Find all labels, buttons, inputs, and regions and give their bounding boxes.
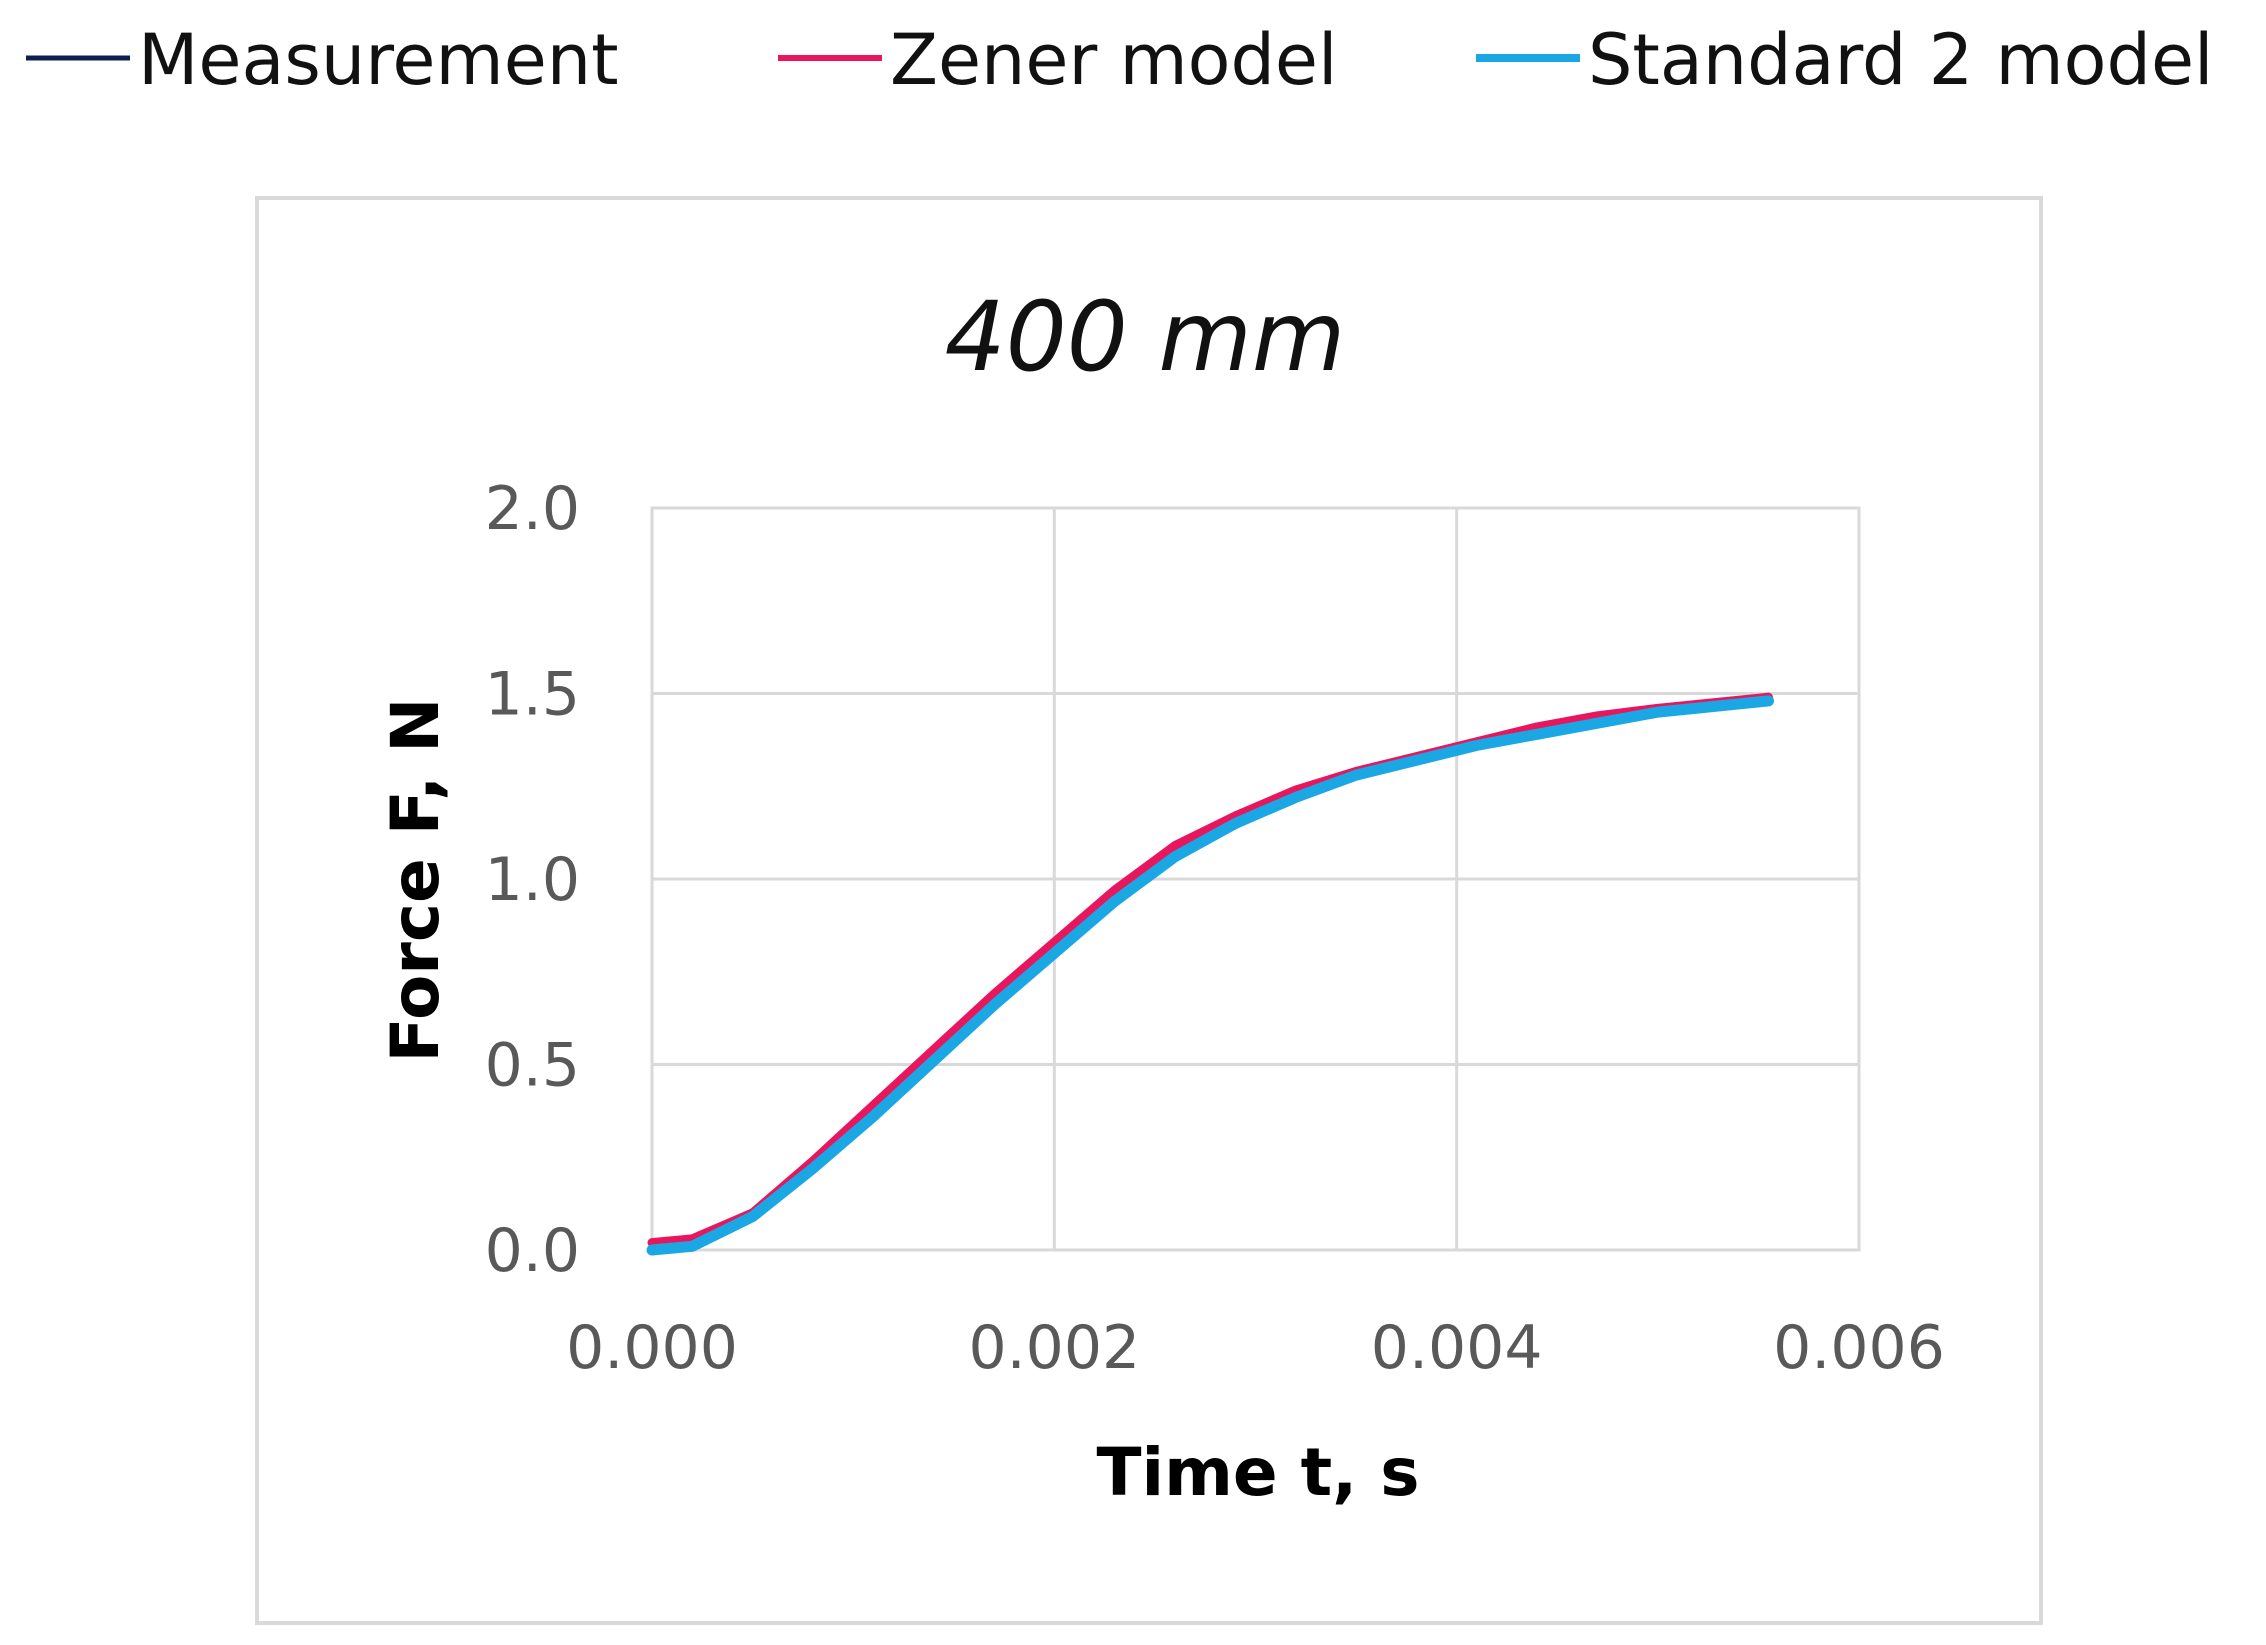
y-tick-label: 0.0 bbox=[485, 1216, 580, 1286]
series-line-zener bbox=[647, 692, 1773, 1248]
x-tick-label: 0.006 bbox=[1773, 1313, 1945, 1383]
series-line-standard2 bbox=[646, 695, 1774, 1256]
legend-label-measurement: Measurement bbox=[138, 19, 619, 101]
y-tick-label: 2.0 bbox=[485, 474, 580, 544]
chart-title: 400 mm bbox=[945, 281, 1346, 393]
x-tick-label: 0.002 bbox=[968, 1313, 1140, 1383]
gridlines bbox=[650, 506, 1861, 1252]
chart-frame bbox=[255, 196, 2043, 1625]
legend-label-zener: Zener model bbox=[890, 19, 1337, 101]
y-tick-label: 0.5 bbox=[485, 1031, 580, 1101]
series-lines bbox=[646, 692, 1774, 1256]
legend: Measurement Zener model Standard 2 model bbox=[26, 19, 2213, 101]
x-tick-labels: 0.000 0.002 0.004 0.006 bbox=[566, 1313, 1945, 1383]
x-tick-label: 0.004 bbox=[1371, 1313, 1543, 1383]
legend-label-standard2: Standard 2 model bbox=[1588, 19, 2213, 101]
x-tick-label: 0.000 bbox=[566, 1313, 738, 1383]
x-axis-title: Time t, s bbox=[1096, 1434, 1419, 1511]
y-tick-label: 1.5 bbox=[485, 660, 580, 730]
y-tick-labels: 0.0 0.5 1.0 1.5 2.0 bbox=[485, 474, 580, 1286]
y-axis-title: Force F, N bbox=[377, 698, 454, 1063]
y-tick-label: 1.0 bbox=[485, 845, 580, 915]
